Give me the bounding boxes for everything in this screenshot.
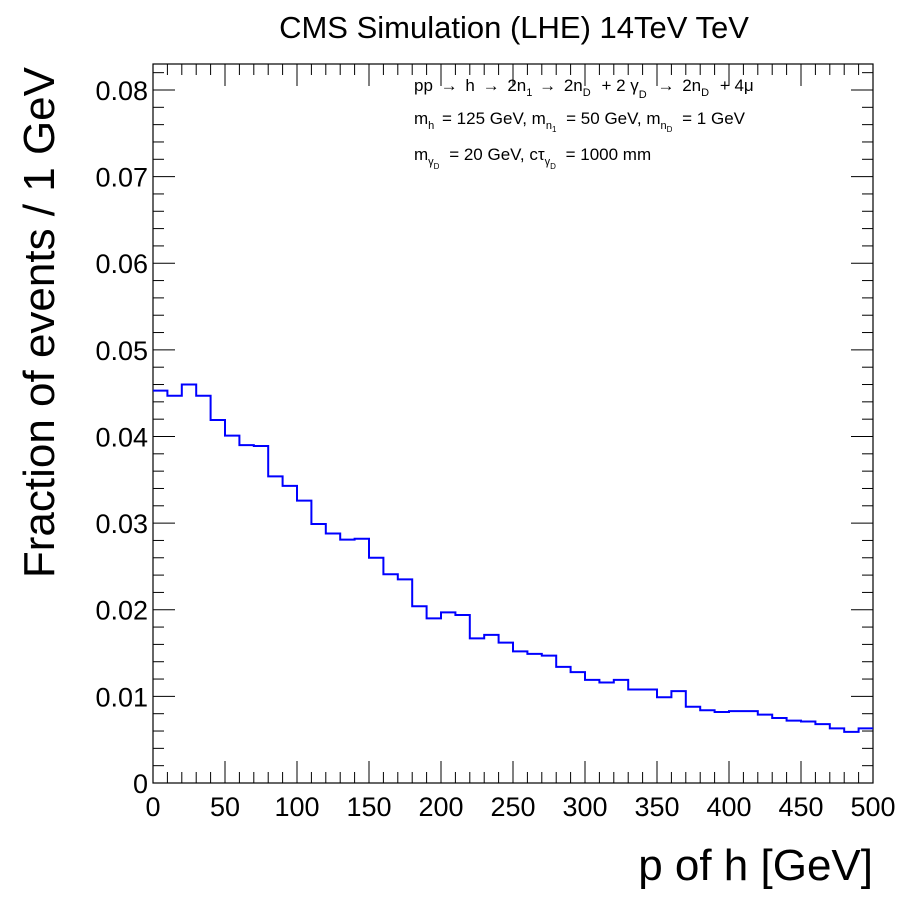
y-tick-label: 0.08	[95, 76, 148, 106]
y-tick-label: 0	[133, 769, 148, 799]
y-tick-label: 0.03	[95, 509, 148, 539]
y-tick-label: 0.01	[95, 682, 148, 712]
tick-labels-group: 0 50 100 150 200 250 300 350 400 450 500 0 0.01 0.02 0…	[95, 76, 895, 822]
y-tick-label: 0.05	[95, 336, 148, 366]
annotation-dark-photon: mγD = 20 GeV, cτγD = 1000 mm	[414, 145, 651, 173]
x-tick-label: 350	[634, 792, 679, 822]
annotation-process: pp → h → 2n1 → 2nD + 2 γD → 2nD + 4μ	[414, 76, 754, 102]
y-tick-label: 0.04	[95, 422, 148, 452]
x-axis-label: p of h [GeV]	[638, 841, 873, 890]
annotation-masses: mh = 125 GeV, mn1 = 50 GeV, mnD = 1 GeV	[414, 109, 746, 136]
y-tick-label: 0.06	[95, 249, 148, 279]
y-tick-label: 0.07	[95, 163, 148, 193]
x-tick-label: 100	[274, 792, 319, 822]
x-tick-label: 500	[850, 792, 895, 822]
x-tick-label: 150	[346, 792, 391, 822]
y-tick-label: 0.02	[95, 596, 148, 626]
x-tick-label: 300	[562, 792, 607, 822]
x-tick-label: 0	[145, 792, 160, 822]
histogram-series-line	[153, 383, 873, 733]
y-axis-label: Fraction of events / 1 GeV	[15, 66, 64, 578]
ticks-group	[152, 64, 874, 784]
x-tick-label: 50	[210, 792, 240, 822]
x-tick-label: 450	[778, 792, 823, 822]
x-tick-label: 200	[418, 792, 463, 822]
x-tick-label: 250	[490, 792, 535, 822]
chart-title: CMS Simulation (LHE) 14TeV TeV	[279, 10, 749, 45]
x-tick-label: 400	[706, 792, 751, 822]
